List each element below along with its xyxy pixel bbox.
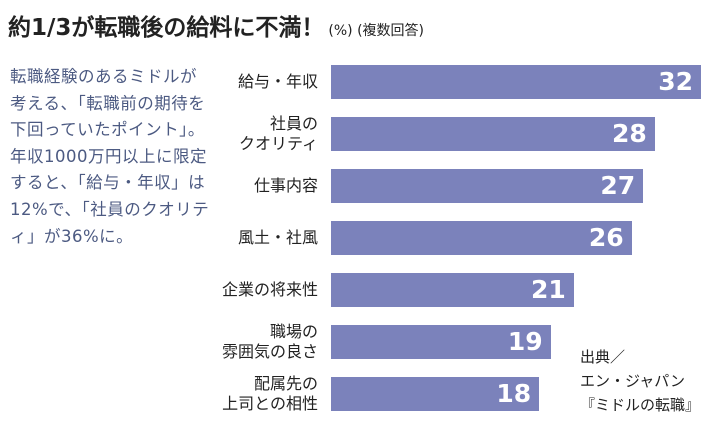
- category-label-line: 風土・社風: [237, 228, 318, 247]
- chart-title: 約1/3が転職後の給料に不満！ (%) (複数回答): [8, 8, 424, 42]
- category-label: 給与・年収: [214, 72, 318, 92]
- bar: 27: [331, 169, 644, 203]
- bar: 28: [331, 117, 655, 151]
- category-label: 社員の クオリティ: [214, 114, 318, 154]
- category-label-line: 仕事内容: [253, 176, 318, 195]
- source-line: エン・ジャパン: [580, 372, 686, 390]
- source-line: 『ミドルの転職』: [580, 396, 701, 414]
- title-text: 約1/3が転職後の給料に不満！: [8, 15, 325, 41]
- source-line: 出典／: [580, 348, 626, 366]
- category-label: 企業の将来性: [214, 280, 318, 300]
- data-label: 26: [588, 223, 624, 252]
- bar: 18: [331, 377, 540, 411]
- source-note: 出典／ エン・ジャパン 『ミドルの転職』: [580, 345, 700, 417]
- category-label-line: 給与・年収: [237, 72, 318, 91]
- data-label: 27: [600, 171, 636, 200]
- category-label-line: 上司との相性: [222, 394, 318, 413]
- category-label-line: 雰囲気の良さ: [221, 342, 318, 361]
- category-label: 仕事内容: [214, 176, 318, 196]
- description-text: 転職経験のあるミドルが考える、「転職前の期待を下回っていたポイント」。年収100…: [10, 67, 210, 246]
- category-label-line: 配属先の: [253, 374, 318, 393]
- data-label: 19: [507, 327, 543, 356]
- data-label: 28: [611, 119, 647, 148]
- category-label-line: クオリティ: [238, 134, 318, 153]
- category-label: 職場の 雰囲気の良さ: [214, 322, 318, 362]
- bar: 26: [331, 221, 632, 255]
- category-label: 配属先の 上司との相性: [214, 374, 318, 414]
- bar: 21: [331, 273, 574, 307]
- category-label-line: 社員の: [269, 114, 318, 133]
- data-label: 32: [658, 67, 693, 96]
- data-label: 21: [531, 275, 566, 304]
- bar: 32: [331, 65, 701, 99]
- category-label-line: 企業の将来性: [221, 280, 318, 299]
- data-label: 18: [496, 379, 532, 408]
- bar: 19: [331, 325, 551, 359]
- category-label: 風土・社風: [214, 228, 318, 248]
- category-label-line: 職場の: [269, 322, 318, 341]
- title-unit: (%) (複数回答): [328, 23, 425, 39]
